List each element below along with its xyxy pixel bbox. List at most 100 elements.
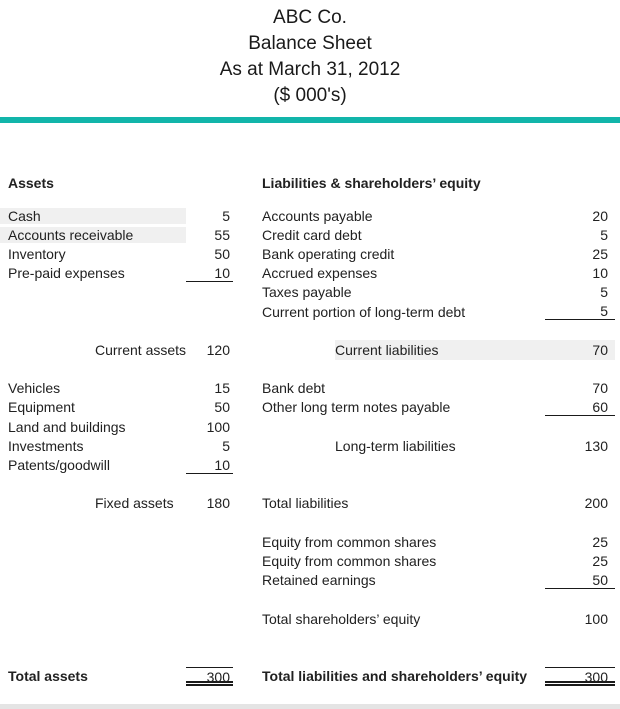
line-item-row: Equity from common shares 25 xyxy=(262,532,615,551)
line-item-label: Equity from common shares xyxy=(262,552,437,569)
line-item-label: Investments xyxy=(8,437,84,454)
total-value: 300 xyxy=(186,666,233,686)
line-item-row: Inventory 50 xyxy=(0,244,233,263)
spacer-row xyxy=(0,590,233,609)
line-item-value: 10 xyxy=(592,265,608,282)
spacer-row xyxy=(262,360,615,379)
subtotal-value: 120 xyxy=(206,341,230,358)
line-item-value: 60 xyxy=(545,399,615,416)
liabilities-equity-table: Accounts payable 20 Credit card debt 5 B… xyxy=(262,206,615,686)
line-item-value: 100 xyxy=(206,418,230,435)
line-item-value: 25 xyxy=(592,552,608,569)
spacer-row xyxy=(0,283,233,302)
line-item-value: 70 xyxy=(592,380,608,397)
spacer-row xyxy=(0,321,233,340)
section-total-label: Total liabilities xyxy=(262,495,349,512)
line-item-value: 5 xyxy=(600,284,608,301)
liabilities-section-title: Liabilities & shareholders’ equity xyxy=(262,175,481,191)
total-row: Total liabilities and shareholders’ equi… xyxy=(262,666,615,686)
report-header: ABC Co. Balance Sheet As at March 31, 20… xyxy=(0,5,620,109)
line-item-value: 20 xyxy=(592,207,608,224)
total-label: Total liabilities and shareholders’ equi… xyxy=(262,668,528,685)
line-item-row: Cash 5 xyxy=(0,206,233,225)
line-item-row: Patents/goodwill 10 xyxy=(0,455,233,474)
line-item-row: Other long term notes payable 60 xyxy=(262,398,615,417)
line-item-row: Accounts receivable 55 xyxy=(0,225,233,244)
line-item-row: Pre-paid expenses 10 xyxy=(0,264,233,283)
line-item-label: Land and buildings xyxy=(8,418,126,435)
line-item-label: Taxes payable xyxy=(262,284,352,301)
assets-section-title: Assets xyxy=(8,175,54,191)
spacer-row xyxy=(262,647,615,666)
company-name: ABC Co. xyxy=(273,7,347,28)
spacer-row xyxy=(0,475,233,494)
subtotal-row: Fixed assets 180 xyxy=(0,494,233,513)
line-item-label: Accounts receivable xyxy=(0,226,186,243)
subtotal-value: 70 xyxy=(592,341,608,358)
spacer-row xyxy=(0,513,233,532)
subtotal-value: 180 xyxy=(206,495,230,512)
section-total-row: Total liabilities 200 xyxy=(262,494,615,513)
line-item-label: Vehicles xyxy=(8,380,61,397)
line-item-label: Accounts payable xyxy=(262,207,373,224)
assets-table: Cash 5 Accounts receivable 55 Inventory … xyxy=(0,206,233,686)
line-item-row: Land and buildings 100 xyxy=(0,417,233,436)
spacer-row xyxy=(0,609,233,628)
total-value: 300 xyxy=(545,666,615,686)
line-item-value: 25 xyxy=(592,533,608,550)
subtotal-row: Current assets 120 xyxy=(0,340,233,359)
line-item-value: 5 xyxy=(600,226,608,243)
spacer-row xyxy=(262,590,615,609)
line-item-label: Cash xyxy=(0,207,186,224)
spacer-row xyxy=(262,417,615,436)
line-item-row: Equipment 50 xyxy=(0,398,233,417)
line-item-label: Bank debt xyxy=(262,380,326,397)
section-total-value: 200 xyxy=(584,495,608,512)
spacer-row xyxy=(262,321,615,340)
report-date: As at March 31, 2012 xyxy=(219,59,401,80)
line-item-value: 5 xyxy=(545,303,615,321)
line-item-row: Accrued expenses 10 xyxy=(262,264,615,283)
subtotal-value: 130 xyxy=(584,437,608,454)
line-item-label: Inventory xyxy=(8,245,66,262)
section-total-label: Total shareholders’ equity xyxy=(262,610,421,627)
line-item-row: Accounts payable 20 xyxy=(262,206,615,225)
report-title: Balance Sheet xyxy=(248,33,372,54)
spacer-row xyxy=(0,628,233,647)
line-item-value: 10 xyxy=(186,457,233,474)
line-item-row: Vehicles 15 xyxy=(0,379,233,398)
line-item-label: Equity from common shares xyxy=(262,533,437,550)
total-row: Total assets 300 xyxy=(0,666,233,686)
subtotal-label: Fixed assets xyxy=(95,495,174,512)
spacer-row xyxy=(0,551,233,570)
spacer-row xyxy=(262,455,615,474)
subtotal-row: Long-term liabilities 130 xyxy=(335,436,615,455)
accent-divider-rule xyxy=(0,117,620,123)
line-item-row: Credit card debt 5 xyxy=(262,225,615,244)
line-item-row: Investments 5 xyxy=(0,436,233,455)
line-item-label: Pre-paid expenses xyxy=(8,265,125,282)
line-item-label: Patents/goodwill xyxy=(8,457,110,474)
spacer-row xyxy=(0,571,233,590)
subtotal-row: Current liabilities 70 xyxy=(335,340,615,360)
spacer-row xyxy=(0,647,233,666)
line-item-label: Other long term notes payable xyxy=(262,399,451,416)
total-label: Total assets xyxy=(8,668,88,685)
line-item-label: Retained earnings xyxy=(262,572,376,589)
line-item-value: 25 xyxy=(592,245,608,262)
subtotal-label: Current assets xyxy=(95,341,186,358)
line-item-value: 50 xyxy=(214,399,230,416)
line-item-row: Bank debt 70 xyxy=(262,379,615,398)
subtotal-label: Long-term liabilities xyxy=(335,437,456,454)
line-item-value: 10 xyxy=(186,265,233,282)
section-total-row: Total shareholders’ equity 100 xyxy=(262,609,615,628)
subtotal-label: Current liabilities xyxy=(335,341,439,358)
line-item-value: 15 xyxy=(214,380,230,397)
line-item-row: Current portion of long-term debt 5 xyxy=(262,302,615,321)
spacer-row xyxy=(0,302,233,321)
line-item-label: Credit card debt xyxy=(262,226,362,243)
spacer-row xyxy=(262,513,615,532)
line-item-label: Accrued expenses xyxy=(262,265,378,282)
line-item-value: 55 xyxy=(214,226,230,243)
